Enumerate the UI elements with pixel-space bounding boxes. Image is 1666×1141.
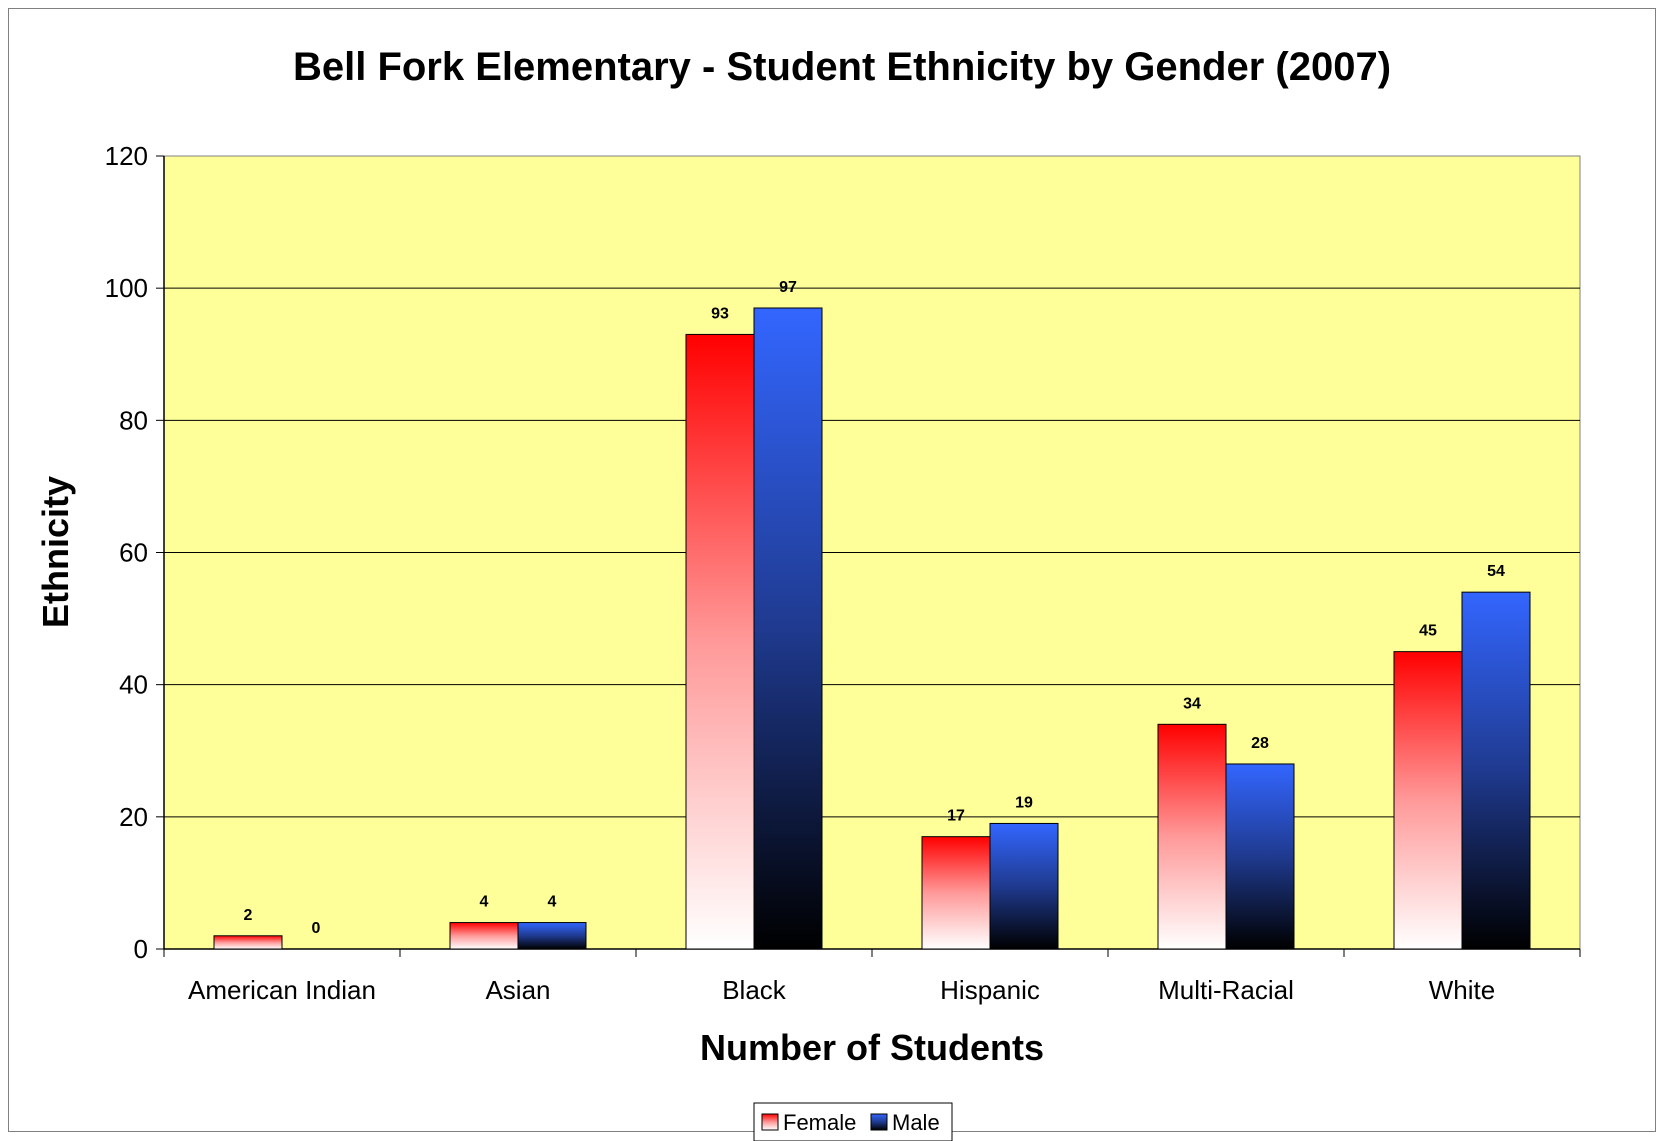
data-label: 45 bbox=[1419, 623, 1437, 640]
bar-male bbox=[517, 922, 587, 950]
y-tick-label: 40 bbox=[119, 670, 148, 700]
data-label: 54 bbox=[1487, 563, 1505, 580]
bar-male bbox=[989, 822, 1059, 950]
legend-swatch-male bbox=[870, 1113, 888, 1131]
y-tick-label: 120 bbox=[105, 141, 148, 171]
data-label: 4 bbox=[480, 894, 489, 911]
bar-female bbox=[685, 333, 755, 950]
bars bbox=[213, 307, 1531, 950]
bar-male bbox=[753, 307, 823, 950]
category-label: White bbox=[1429, 975, 1495, 1005]
bar-female bbox=[449, 922, 519, 950]
y-tick-label: 80 bbox=[119, 405, 148, 435]
bar-female bbox=[213, 935, 283, 950]
y-tick-label: 0 bbox=[134, 934, 148, 964]
category-label: Multi-Racial bbox=[1158, 975, 1294, 1005]
category-label: American Indian bbox=[188, 975, 376, 1005]
data-label: 93 bbox=[711, 305, 729, 322]
data-label: 2 bbox=[244, 907, 253, 924]
data-label: 34 bbox=[1183, 695, 1201, 712]
bar-female bbox=[1157, 723, 1227, 950]
bar-male bbox=[1461, 591, 1531, 950]
chart-title: Bell Fork Elementary - Student Ethnicity… bbox=[293, 45, 1391, 89]
y-tick-label: 60 bbox=[119, 538, 148, 568]
bar-male bbox=[1225, 763, 1295, 950]
category-label: Asian bbox=[485, 975, 550, 1005]
legend-label-female: Female bbox=[783, 1110, 856, 1135]
y-axis-title: Ethnicity bbox=[35, 476, 76, 628]
data-label: 17 bbox=[947, 808, 965, 825]
data-label: 4 bbox=[548, 894, 557, 911]
data-label: 0 bbox=[312, 920, 321, 937]
bar-female bbox=[921, 836, 991, 950]
data-label: 97 bbox=[779, 279, 797, 296]
bar-female bbox=[1393, 651, 1463, 950]
legend-box bbox=[753, 1102, 953, 1141]
data-labels: 2 0 4 4 93 97 17 19 34 28 45 54 bbox=[244, 279, 1505, 937]
category-label: Hispanic bbox=[940, 975, 1040, 1005]
legend-swatch-female bbox=[761, 1113, 779, 1131]
category-label: Black bbox=[722, 975, 787, 1005]
data-label: 28 bbox=[1251, 735, 1269, 752]
data-label: 19 bbox=[1015, 794, 1033, 811]
legend: Female Male bbox=[753, 1102, 953, 1141]
y-tick-label: 20 bbox=[119, 802, 148, 832]
legend-label-male: Male bbox=[892, 1110, 940, 1135]
x-axis-title: Number of Students bbox=[700, 1027, 1044, 1068]
grid-lines bbox=[164, 287, 1580, 818]
y-tick-label: 100 bbox=[105, 273, 148, 303]
